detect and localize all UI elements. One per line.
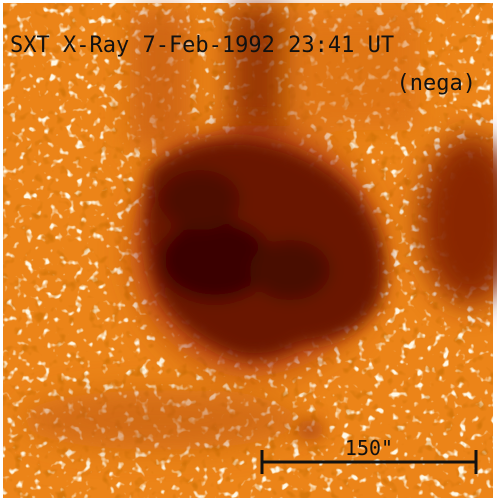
active-region: [145, 139, 385, 440]
scale-bar: [260, 450, 478, 474]
scale-bar-label: 150": [345, 436, 393, 460]
caption: SXT X-Ray 7-Feb-1992 23:41 UT: [10, 33, 394, 58]
mode-label: (nega): [397, 71, 476, 96]
